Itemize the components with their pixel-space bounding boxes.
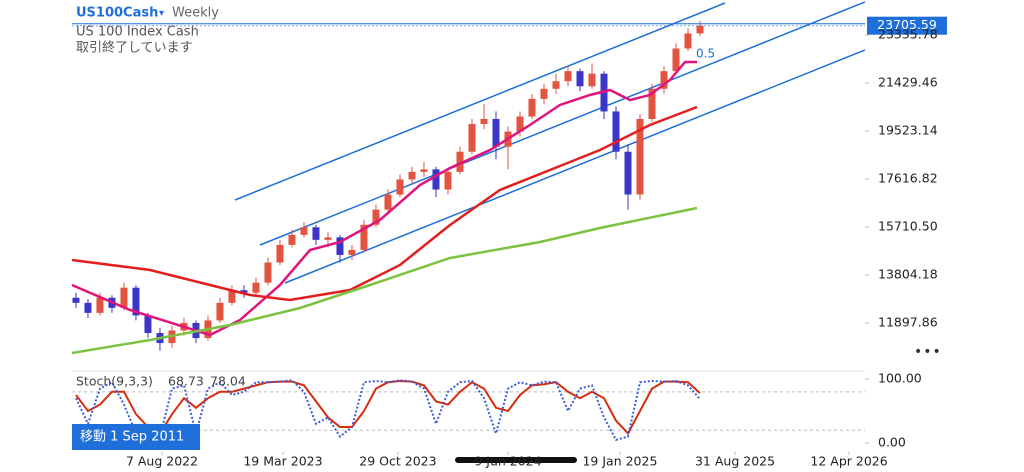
candle-body xyxy=(132,287,140,316)
candle-body xyxy=(408,171,416,180)
candle-body xyxy=(300,227,308,235)
candle-body xyxy=(468,124,476,152)
candle-body xyxy=(84,302,92,313)
symbol[interactable]: US100Cash xyxy=(76,6,158,21)
moving-average xyxy=(72,60,697,337)
candle-body xyxy=(576,71,584,87)
candle-body xyxy=(636,118,644,195)
candle-body xyxy=(228,290,236,303)
x-tick-label: 31 Aug 2025 xyxy=(695,454,775,469)
candle-body xyxy=(252,282,260,293)
x-tick-label: 19 Jan 2025 xyxy=(582,454,657,469)
candle-body xyxy=(588,73,596,87)
candle-body xyxy=(648,88,656,119)
channel-label: 0.5 xyxy=(696,47,715,61)
candle-body xyxy=(672,48,680,72)
market-status: 取引終了しています xyxy=(76,40,193,56)
candle-body xyxy=(360,224,368,250)
x-tick-label: 19 Mar 2023 xyxy=(243,454,322,469)
subtitle: US 100 Index Cash xyxy=(76,25,199,40)
candle-body xyxy=(540,88,548,99)
candle-body xyxy=(552,81,560,89)
stoch-d-last: 78.04 xyxy=(210,374,246,389)
candle-body xyxy=(240,290,248,293)
candle-body xyxy=(624,151,632,195)
y-tick-label: 11897.86 xyxy=(878,314,938,329)
candle-body xyxy=(264,262,272,283)
x-tick-label: 9 Jun 2024 xyxy=(474,454,541,469)
candle-body xyxy=(684,33,692,49)
candle-body xyxy=(564,71,572,82)
channel-line xyxy=(234,2,726,201)
stoch-title: Stoch(9,3,3) xyxy=(76,374,153,389)
x-tick-label: 29 Oct 2023 xyxy=(359,454,436,469)
y-tick-label: 23335.78 xyxy=(878,27,938,42)
stoch-k-last: 68.73 xyxy=(168,374,204,389)
more-menu[interactable]: ••• xyxy=(914,344,942,360)
header-bg xyxy=(72,3,222,23)
candle-body xyxy=(528,98,536,117)
symbol-dropdown[interactable]: ▾ xyxy=(159,8,164,19)
x-tick-label: 7 Aug 2022 xyxy=(126,454,198,469)
candle-body xyxy=(660,71,668,89)
overlay: 23705.59 xyxy=(72,16,947,35)
candle-body xyxy=(144,315,152,334)
candle-body xyxy=(372,209,380,225)
candle-body xyxy=(696,25,704,34)
candle-body xyxy=(480,118,488,125)
last-price-box xyxy=(867,16,947,35)
candle-body xyxy=(432,169,440,190)
candle-body xyxy=(456,151,464,172)
y-tick-label: 15710.50 xyxy=(878,218,938,233)
candle-body xyxy=(72,297,80,303)
candle-body xyxy=(96,297,104,313)
y-tick-label: 13804.18 xyxy=(878,266,938,281)
goto-button[interactable] xyxy=(72,424,200,450)
candle-body xyxy=(384,194,392,210)
candle-body xyxy=(444,171,452,190)
candle-body xyxy=(348,249,356,255)
candle-body xyxy=(516,116,524,132)
candle-body xyxy=(276,244,284,263)
y-tick-label: 19523.14 xyxy=(878,123,938,138)
x-tick-label: 12 Apr 2026 xyxy=(810,454,887,469)
moving-average xyxy=(72,206,698,355)
candle-body xyxy=(216,302,224,321)
candle-body xyxy=(120,287,128,308)
candle-body xyxy=(396,179,404,195)
candle-body xyxy=(492,118,500,147)
stoch-tick-label: 100.00 xyxy=(878,371,922,386)
interval[interactable]: Weekly xyxy=(172,6,219,21)
y-tick-label: 21429.46 xyxy=(878,75,938,90)
stoch-tick-label: 0.00 xyxy=(878,435,906,450)
channel-line xyxy=(259,1,865,246)
main-panel xyxy=(72,1,865,355)
moving-average xyxy=(72,105,698,302)
candle-body xyxy=(324,237,332,240)
last-price-label: 23705.59 xyxy=(877,17,937,32)
channel-line xyxy=(284,49,865,284)
stoch-panel: 100.00 0.00 xyxy=(72,371,922,450)
home-indicator xyxy=(455,457,577,463)
candle-body xyxy=(288,234,296,245)
candle-body xyxy=(420,169,428,172)
y-tick-label: 17616.82 xyxy=(878,170,938,185)
goto-label[interactable]: 移動 1 Sep 2011 xyxy=(80,430,184,445)
candle-body xyxy=(312,227,320,240)
candle-body xyxy=(336,237,344,255)
candle-body xyxy=(612,111,620,152)
